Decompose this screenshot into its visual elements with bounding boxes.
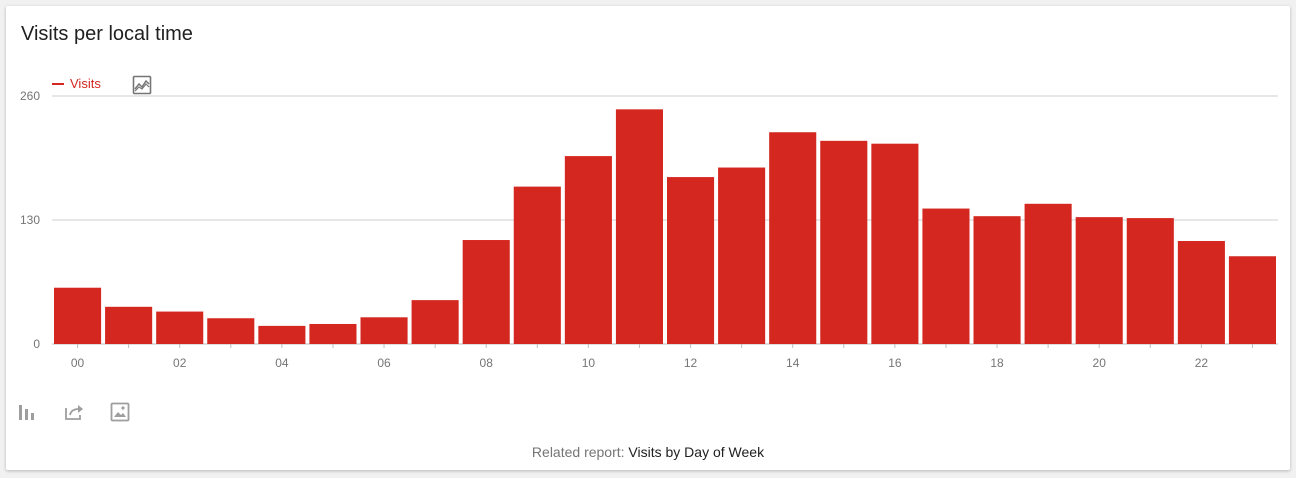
bar[interactable] [309, 323, 357, 344]
y-tick-label: 260 [20, 89, 40, 103]
x-tick-label: 12 [684, 356, 698, 370]
related-report: Related report: Visits by Day of Week [6, 444, 1290, 460]
share-icon[interactable] [64, 402, 84, 422]
bar[interactable] [871, 143, 919, 344]
x-tick-label: 20 [1093, 356, 1107, 370]
bar[interactable] [513, 186, 561, 344]
x-tick-label: 06 [377, 356, 391, 370]
report-card: Visits per local time Visits 0 130 260 00 02… [6, 6, 1290, 470]
bar[interactable] [258, 325, 306, 344]
x-tick-label: 00 [71, 356, 85, 370]
bar[interactable] [1228, 256, 1276, 344]
y-tick-label: 130 [20, 213, 40, 227]
legend-item-visits[interactable]: Visits [52, 76, 101, 91]
bar-chart-icon[interactable] [18, 402, 38, 422]
x-tick-label: 14 [786, 356, 800, 370]
bar[interactable] [54, 287, 102, 344]
x-tick-label: 08 [480, 356, 494, 370]
y-tick-label: 0 [33, 337, 40, 351]
legend-label: Visits [70, 76, 101, 91]
bar[interactable] [1126, 218, 1174, 344]
chart-actions [18, 402, 130, 422]
bar[interactable] [1075, 217, 1123, 344]
bar[interactable] [207, 318, 255, 344]
line-chart-icon[interactable] [132, 75, 152, 95]
bar[interactable] [667, 177, 715, 344]
bar[interactable] [1024, 203, 1072, 344]
bar[interactable] [922, 208, 970, 344]
card-title: Visits per local time [21, 23, 193, 45]
bar[interactable] [820, 140, 868, 344]
bar[interactable] [462, 240, 510, 344]
related-report-link[interactable]: Visits by Day of Week [628, 444, 765, 460]
x-tick-label: 22 [1195, 356, 1209, 370]
legend-swatch [52, 82, 64, 85]
bar[interactable] [615, 109, 663, 344]
x-tick-label: 16 [888, 356, 902, 370]
bar[interactable] [973, 216, 1021, 344]
bar[interactable] [769, 132, 817, 344]
bar[interactable] [1177, 240, 1225, 344]
bar[interactable] [156, 311, 204, 344]
bar[interactable] [411, 300, 459, 344]
related-prefix: Related report: [531, 444, 625, 460]
x-tick-label: 02 [173, 356, 187, 370]
bar[interactable] [360, 317, 408, 344]
bar[interactable] [718, 167, 766, 344]
bar[interactable] [105, 306, 153, 344]
x-tick-label: 10 [582, 356, 596, 370]
image-icon[interactable] [110, 402, 130, 422]
x-tick-label: 04 [275, 356, 289, 370]
x-tick-label: 18 [990, 356, 1004, 370]
bar-chart: 0 130 260 00 02 04 06 08 10 12 14 16 18 20 22 [20, 89, 1278, 370]
bar[interactable] [564, 156, 612, 344]
